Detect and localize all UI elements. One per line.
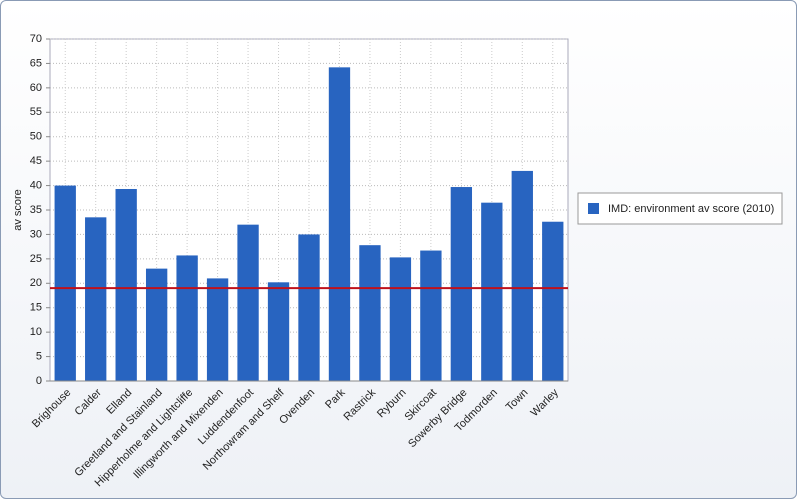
bar <box>511 170 533 381</box>
y-tick-label: 0 <box>36 375 42 387</box>
bar <box>420 250 442 381</box>
y-axis-label: av score <box>12 189 24 231</box>
x-tick-label: Warley <box>529 386 562 419</box>
bar <box>481 202 503 381</box>
y-tick-label: 35 <box>30 204 42 216</box>
x-tick-label: Park <box>323 386 348 411</box>
x-tick-label: Rastrick <box>342 386 379 423</box>
bar <box>115 188 137 381</box>
legend-box <box>577 192 783 225</box>
y-tick-label: 15 <box>30 302 42 314</box>
bar <box>450 187 473 381</box>
bar <box>54 185 76 381</box>
x-tick-label: Brighouse <box>30 387 74 431</box>
y-tick-label: 70 <box>30 33 42 45</box>
bar <box>85 217 107 381</box>
y-tick-label: 50 <box>30 131 42 143</box>
bar <box>176 255 198 381</box>
x-tick-label: Calder <box>72 386 104 418</box>
y-tick-label: 45 <box>30 155 42 167</box>
y-tick-label: 40 <box>30 179 42 191</box>
y-tick-label: 30 <box>30 228 42 240</box>
y-tick-label: 65 <box>30 57 42 69</box>
y-tick-label: 55 <box>30 106 42 118</box>
bar <box>206 278 229 381</box>
legend-label: IMD: environment av score (2010) <box>608 203 774 215</box>
bar <box>237 224 259 381</box>
y-tick-label: 60 <box>30 82 42 94</box>
bar <box>298 234 320 381</box>
bar <box>145 268 168 381</box>
y-tick-label: 25 <box>30 253 42 265</box>
x-tick-label: Town <box>504 387 531 414</box>
bar <box>359 245 381 381</box>
bar <box>389 257 412 381</box>
y-tick-label: 20 <box>30 277 42 289</box>
bar <box>267 282 290 381</box>
bar <box>328 67 351 381</box>
legend-swatch <box>588 203 599 214</box>
y-tick-label: 5 <box>36 350 42 362</box>
y-tick-label: 10 <box>30 326 42 338</box>
bar <box>542 221 564 381</box>
